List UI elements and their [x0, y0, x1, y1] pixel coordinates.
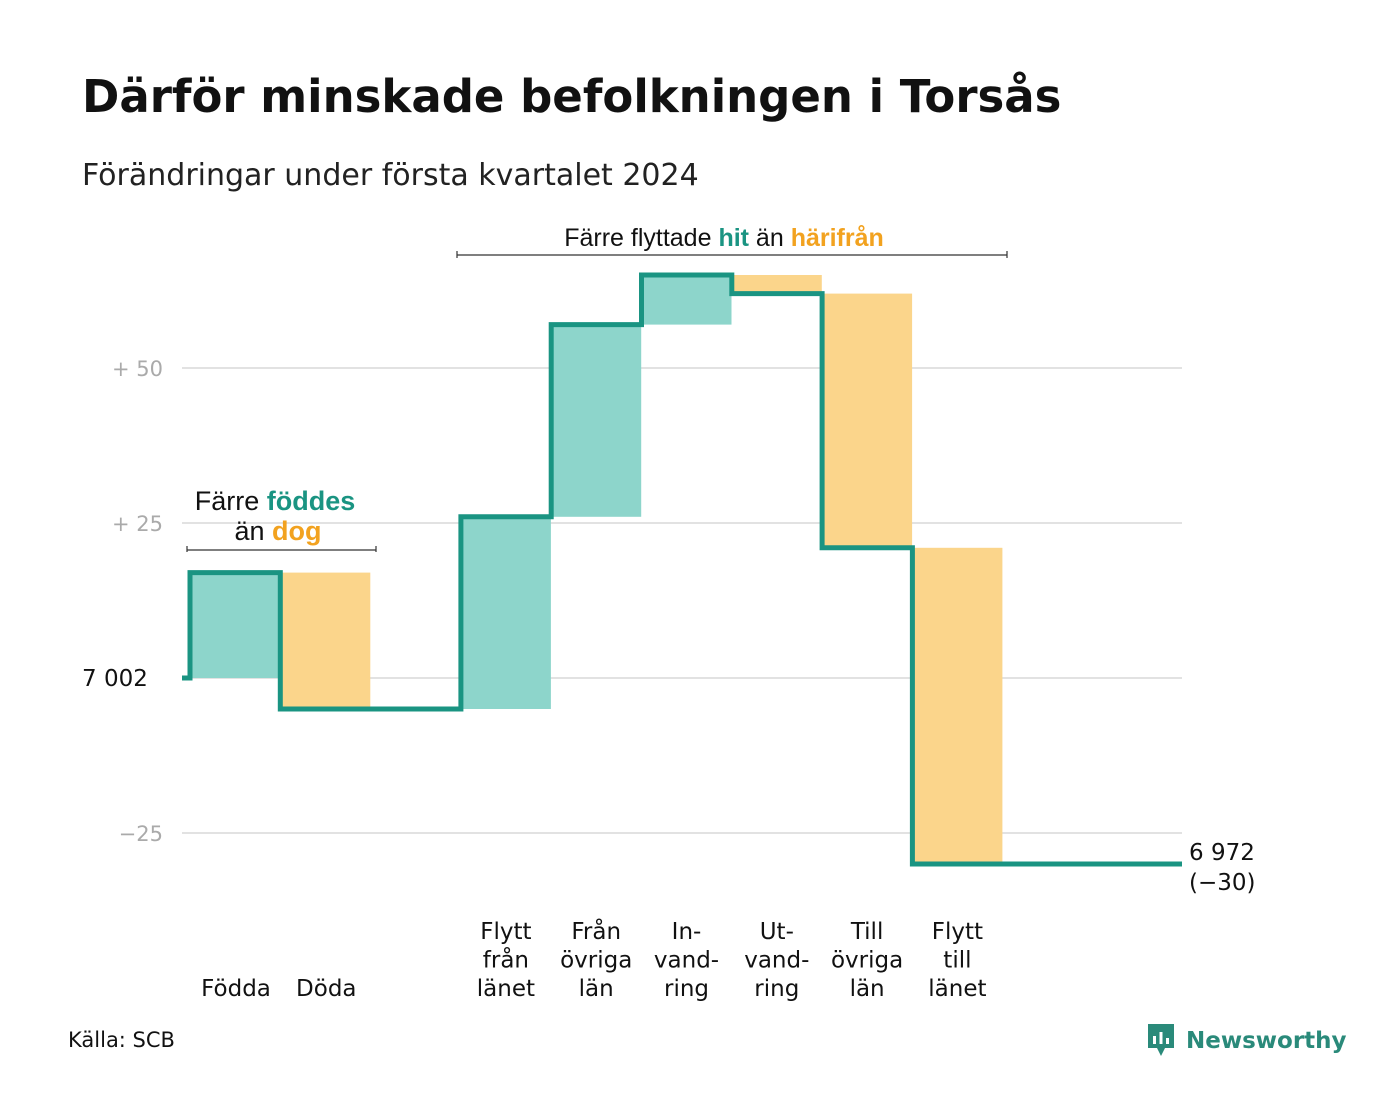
- bars: [190, 275, 1003, 864]
- source-note: Källa: SCB: [68, 1028, 175, 1052]
- category-label: Födda: [201, 976, 271, 1002]
- step-line-layer: [182, 272, 1182, 867]
- births-annotation-text: Färre: [195, 486, 267, 516]
- y-tick-label: + 25: [112, 512, 163, 536]
- migration-bracket: [456, 251, 1008, 258]
- end-change-label: (−30): [1189, 870, 1255, 896]
- category-label: till: [943, 948, 971, 974]
- births-annotation-highlight-green: föddes: [267, 486, 356, 516]
- chart-subtitle: Förändringar under första kvartalet 2024: [82, 158, 699, 193]
- category-label: vand-: [654, 948, 719, 974]
- y-tick-label: + 50: [112, 357, 163, 381]
- category-label: län: [579, 976, 614, 1002]
- migration-annotation-highlight-orange: härifrån: [791, 224, 884, 252]
- end-value-label: 6 972: [1189, 840, 1255, 866]
- category-label: ring: [754, 976, 799, 1002]
- births-annotation-highlight-orange: dog: [272, 516, 321, 546]
- increase-bar: [190, 572, 280, 678]
- decrease-bar: [731, 275, 822, 294]
- category-label: ring: [664, 976, 709, 1002]
- start-value-label: 7 002: [82, 666, 148, 692]
- cumulative-step-line: [182, 272, 1182, 867]
- migration-annotation: Färre flyttade hit än härifrån: [456, 224, 1008, 258]
- decrease-bar: [822, 293, 913, 548]
- category-label: län: [850, 976, 885, 1002]
- newsworthy-logo-icon: [1148, 1024, 1174, 1056]
- migration-annotation-line: Färre flyttade hit än härifrån: [564, 224, 884, 252]
- chart-title: Därför minskade befolkningen i Torsås: [82, 70, 1062, 123]
- migration-annotation-highlight-green: hit: [718, 224, 749, 252]
- category-label: Döda: [296, 976, 356, 1002]
- category-label: In-: [672, 919, 702, 945]
- decrease-bar: [280, 572, 371, 709]
- births-annotation-line2: än dog: [234, 516, 321, 546]
- y-tick-label: −25: [119, 822, 163, 846]
- category-label: vand-: [744, 948, 809, 974]
- increase-bar: [641, 275, 732, 325]
- gridlines: [182, 367, 1182, 834]
- births-annotation: Färre föddes än dog: [186, 486, 377, 552]
- category-label: Från: [571, 917, 621, 945]
- category-label: Flytt: [480, 919, 531, 945]
- category-label: Ut-: [760, 919, 794, 945]
- births-annotation-line1: Färre föddes: [195, 486, 356, 516]
- newsworthy-logo: Newsworthy: [1146, 1022, 1347, 1060]
- category-label: övriga: [560, 948, 632, 974]
- category-label: länet: [928, 976, 986, 1002]
- category-label: länet: [477, 976, 535, 1002]
- births-annotation-text: än: [234, 516, 272, 546]
- category-label: Flytt: [932, 919, 983, 945]
- increase-bar: [551, 324, 642, 517]
- category-label: övriga: [831, 948, 903, 974]
- migration-annotation-text: Färre flyttade: [564, 224, 718, 252]
- births-bracket: [186, 546, 377, 552]
- newsworthy-logo-text: Newsworthy: [1186, 1028, 1347, 1054]
- category-label: från: [483, 946, 529, 974]
- migration-annotation-text: än: [749, 224, 791, 252]
- increase-bar: [460, 516, 551, 709]
- category-label: Till: [850, 919, 884, 945]
- decrease-bar: [912, 547, 1003, 864]
